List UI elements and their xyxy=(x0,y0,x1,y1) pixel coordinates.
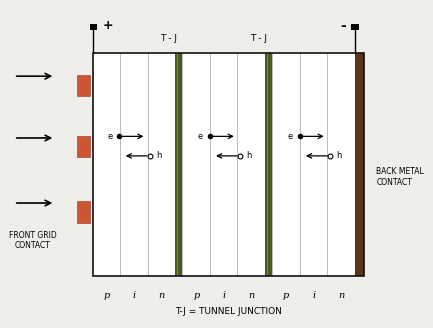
Text: T-J = TUNNEL JUNCTION: T-J = TUNNEL JUNCTION xyxy=(175,307,282,316)
Text: n: n xyxy=(158,291,165,299)
Text: -: - xyxy=(340,19,346,33)
Text: BACK METAL
CONTACT: BACK METAL CONTACT xyxy=(376,167,424,187)
Text: T - J: T - J xyxy=(160,34,177,43)
Text: T - J: T - J xyxy=(250,34,267,43)
Text: FRONT GRID
CONTACT: FRONT GRID CONTACT xyxy=(9,231,56,250)
Text: e: e xyxy=(107,132,113,141)
Bar xyxy=(93,53,364,276)
Text: p: p xyxy=(283,291,289,299)
Text: +: + xyxy=(103,19,113,32)
Bar xyxy=(177,53,178,276)
Text: h: h xyxy=(156,151,162,160)
Text: e: e xyxy=(197,132,203,141)
Text: i: i xyxy=(222,291,225,299)
Text: e: e xyxy=(288,132,293,141)
Bar xyxy=(355,53,364,276)
Bar xyxy=(90,25,97,30)
Bar xyxy=(175,53,182,276)
Text: h: h xyxy=(246,151,252,160)
Text: p: p xyxy=(193,291,199,299)
Bar xyxy=(351,25,359,30)
Bar xyxy=(77,136,90,157)
Text: n: n xyxy=(338,291,344,299)
Bar xyxy=(93,53,364,276)
Bar xyxy=(77,74,90,96)
Text: i: i xyxy=(312,291,315,299)
Bar xyxy=(77,201,90,222)
Bar xyxy=(267,53,268,276)
Text: n: n xyxy=(248,291,254,299)
Text: i: i xyxy=(132,291,136,299)
Text: p: p xyxy=(103,291,110,299)
Bar xyxy=(265,53,272,276)
Text: h: h xyxy=(336,151,342,160)
